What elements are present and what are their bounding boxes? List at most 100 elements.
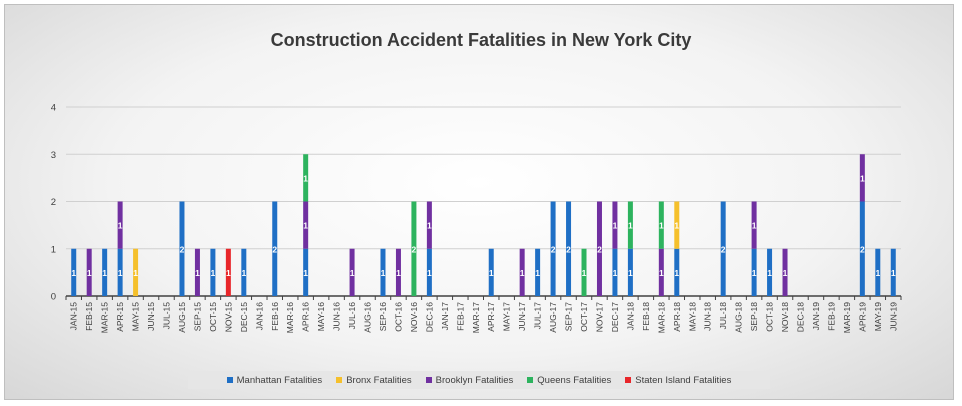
data-label: 1 [427,221,432,231]
legend-swatch [425,377,432,383]
bar-segment [767,248,773,296]
bar-segment [133,248,139,296]
data-label: 1 [628,221,633,231]
data-label: 2 [412,244,417,254]
legend-item: Staten Island Fatalities [625,375,731,386]
data-label: 1 [427,268,432,278]
x-tick-label: MAY-19 [873,302,883,332]
x-tick-label: NOV-16 [409,302,419,333]
bar-segment [890,248,896,296]
x-tick-label: JUN-19 [888,302,898,331]
data-label: 2 [551,244,556,254]
data-label: 1 [875,268,880,278]
bar-segment [535,248,541,296]
x-tick-label: MAR-18 [656,302,666,333]
x-tick-label: NOV-15 [223,302,233,333]
x-tick-label: FEB-16 [270,302,280,331]
data-label: 2 [272,244,277,254]
bar-segment [179,201,185,296]
x-tick-label: SEP-18 [749,302,759,332]
data-label: 1 [87,268,92,278]
data-label: 1 [613,221,618,231]
x-tick-label: JAN-16 [254,302,264,331]
legend-label: Queens Fatalities [537,374,612,386]
bar-segment [426,201,432,249]
bar-segment [720,201,726,296]
legend-label: Manhattan Fatalities [236,374,323,386]
legend-swatch [527,377,534,383]
data-label: 1 [520,268,525,278]
data-label: 1 [303,221,308,231]
data-label: 1 [350,268,355,278]
data-label: 1 [752,221,757,231]
x-tick-label: FEB-17 [455,302,465,331]
data-label: 1 [489,268,494,278]
x-tick-label: SEP-15 [192,302,202,332]
x-tick-label: AUG-15 [177,302,187,333]
x-tick-label: AUG-17 [548,302,558,333]
bar-segment [241,248,247,296]
data-label: 2 [566,244,571,254]
data-label: 1 [303,268,308,278]
data-label: 1 [226,268,231,278]
x-tick-label: JUN-17 [517,302,527,331]
y-tick-label: 0 [51,292,56,303]
bar-segment [117,248,123,296]
bar-segment [875,248,881,296]
x-tick-label: SEP-17 [564,302,574,332]
x-tick-label: DEC-17 [610,302,620,333]
y-tick-label: 1 [51,244,56,255]
x-tick-label: DEC-16 [424,302,434,333]
data-label: 1 [381,268,386,278]
bar-segment [751,201,757,249]
bar-segment [411,201,417,296]
bar-segment [612,201,618,249]
x-tick-label: AUG-18 [734,302,744,333]
bar-segment [349,248,355,296]
bar-segment [303,154,309,202]
bar-segment [782,248,788,296]
bar-segment [674,201,680,249]
data-label: 1 [860,173,865,183]
x-tick-label: FEB-15 [84,302,94,331]
data-label: 1 [582,268,587,278]
x-tick-label: JAN-19 [811,302,821,331]
x-tick-label: SEP-16 [378,302,388,332]
legend-swatch [625,377,632,383]
x-tick-label: APR-19 [857,302,867,332]
data-label: 1 [783,268,788,278]
data-label: 1 [752,268,757,278]
x-tick-label: MAR-16 [285,302,295,333]
x-tick-label: JUL-16 [347,302,357,330]
x-tick-label: JAN-18 [625,302,635,331]
x-tick-label: MAR-19 [842,302,852,333]
data-label: 1 [628,268,633,278]
bar-segment [674,248,680,296]
bar-segment [596,201,602,296]
legend-swatch [336,377,343,383]
x-tick-label: JAN-15 [69,302,79,331]
bar-segment [194,248,200,296]
bar-segment [627,201,633,249]
data-label: 1 [241,268,246,278]
legend-swatch [226,377,233,383]
x-tick-label: FEB-19 [826,302,836,331]
bar-segment [488,248,494,296]
x-tick-label: JUN-15 [146,302,156,331]
x-tick-label: OCT-16 [393,302,403,332]
chart-legend: Manhattan Fatalities Bronx Fatalities Broo… [188,371,770,389]
data-label: 1 [767,268,772,278]
x-tick-label: MAY-18 [687,302,697,332]
x-tick-label: MAY-16 [316,302,326,332]
bar-segment [225,248,231,296]
x-tick-label: APR-15 [115,302,125,332]
bar-segment [751,248,757,296]
bar-segment [627,248,633,296]
bar-segment [859,154,865,202]
legend-item: Bronx Fatalities [336,375,412,386]
bar-segment [658,201,664,249]
x-tick-label: JUL-18 [718,302,728,330]
data-label: 1 [535,268,540,278]
x-tick-label: JUL-17 [533,302,543,330]
